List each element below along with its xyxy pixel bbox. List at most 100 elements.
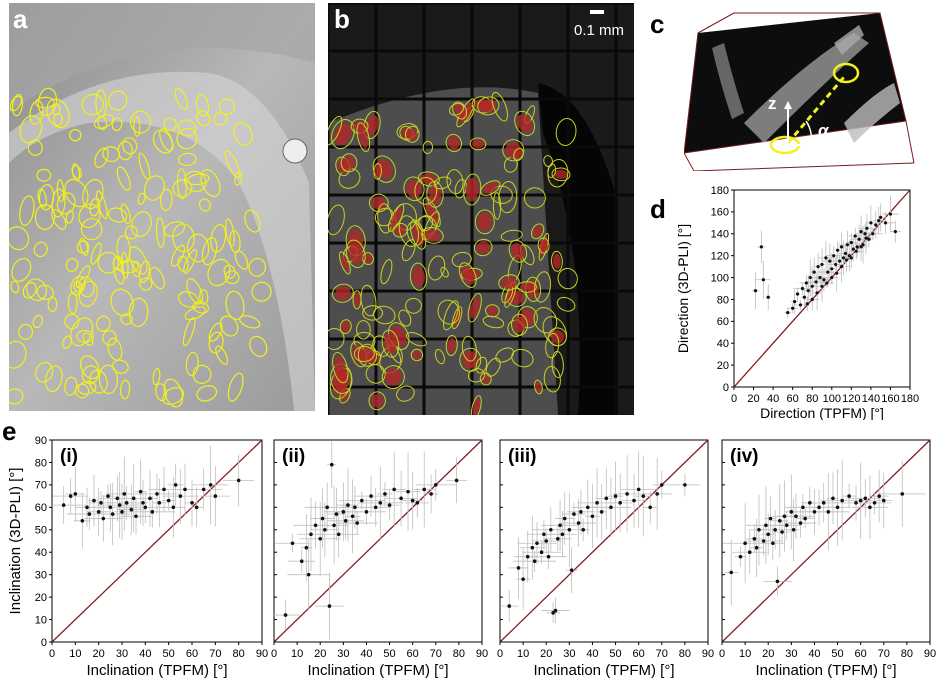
data-point (194, 505, 199, 510)
chart-e-iii-inclination: 0 10 20 30 40 50 60 70 80 90 Inclination (TPFM) [°… (497, 439, 714, 679)
data-point (87, 512, 92, 516)
subplot-label: (ii) (282, 446, 305, 467)
fiber-fill (448, 136, 460, 150)
data-point (521, 577, 525, 581)
fiber-outline (120, 203, 131, 225)
fiber-fill (465, 177, 479, 202)
fiber-fill (539, 239, 548, 252)
fiber-outline (401, 239, 416, 262)
x-axis-label: Direction (TPFM) [°] (760, 405, 884, 420)
data-point (801, 505, 805, 510)
x-tick-label: 60 (407, 648, 419, 660)
data-point (824, 256, 828, 260)
y-tick-label: 90 (35, 435, 47, 447)
data-point (871, 232, 875, 236)
volume-box-edge-3 (905, 120, 915, 164)
fiber-outline (95, 315, 111, 332)
white-matter-band (9, 71, 315, 411)
fiber-outline (398, 309, 412, 327)
data-point (595, 501, 599, 505)
fiber-outline (368, 391, 386, 411)
data-point (795, 292, 800, 296)
data-point (879, 215, 883, 219)
data-point (863, 232, 867, 236)
fiber-outline (196, 385, 218, 402)
x-tick-label: 20 (747, 393, 759, 405)
fiber-outline (537, 237, 550, 254)
fiber-outline (124, 225, 138, 240)
x-tick-label: 140 (862, 393, 880, 405)
fiber-outline (331, 283, 354, 303)
fiber-outline (418, 214, 434, 232)
data-point (283, 613, 288, 617)
data-point (101, 516, 106, 521)
fiber-outline (365, 364, 386, 384)
fiber-fill (371, 196, 386, 210)
data-point (817, 505, 821, 510)
fiber-fill (481, 374, 490, 384)
data-point (108, 505, 113, 510)
data-point (117, 503, 122, 507)
fiber-outline (353, 345, 375, 363)
data-point (120, 510, 124, 514)
fiber-bundle-outlines-a (2, 87, 272, 408)
data-point (775, 579, 780, 584)
y-tick-label: 0 (723, 382, 729, 394)
fiber-outline (51, 209, 67, 230)
fiber-fill (335, 286, 351, 301)
fiber-outline (119, 379, 131, 400)
x-axis-label: Inclination (TPFM) [°] (86, 662, 227, 679)
data-point (327, 604, 332, 608)
fiber-outline (542, 316, 568, 347)
data-point (847, 494, 851, 498)
data-point (535, 541, 539, 546)
x-tick-label: 0 (497, 648, 503, 660)
fiber-outline (360, 284, 377, 317)
fiber-outline (461, 335, 477, 362)
y-tick-label: 180 (711, 185, 729, 197)
fiber-outline (555, 118, 577, 146)
x-axis-label: Inclination (TPFM) [°] (755, 662, 896, 679)
data-point (729, 570, 734, 575)
fiber-outline (485, 304, 500, 318)
data-point (773, 527, 777, 532)
alpha-label: α (818, 121, 830, 140)
data-point (877, 219, 881, 223)
x-tick-label: 50 (163, 648, 175, 660)
panel-a-svg (2, 3, 315, 411)
y-tick-label: 40 (717, 338, 729, 350)
x-tick-label: 90 (476, 648, 488, 660)
fiber-outline (232, 122, 253, 146)
fiber-fill (384, 333, 397, 354)
panel-label-a: a (13, 4, 28, 34)
data-point (299, 559, 304, 563)
data-point (754, 545, 759, 550)
data-point (641, 494, 646, 498)
data-point (636, 487, 641, 492)
data-point (883, 221, 888, 225)
data-point (808, 275, 812, 280)
fiber-outline (107, 90, 128, 111)
fiber-outline (490, 185, 513, 204)
fiber-outline (56, 179, 65, 203)
x-tick-label: 10 (291, 648, 303, 660)
fiber-outline (174, 87, 188, 110)
data-point (777, 519, 782, 523)
data-point (325, 505, 329, 510)
data-point (532, 559, 537, 563)
ventricle-dark-region (538, 83, 618, 415)
x-tick-label: 50 (609, 648, 621, 660)
fiber-outline (120, 313, 133, 326)
fiber-outline (64, 313, 80, 330)
panel-label-e: e (2, 416, 17, 446)
fiber-outline (112, 256, 124, 271)
panel-b-micrograph (323, 1, 634, 420)
phi-axis-arrowhead (824, 141, 832, 149)
chart-e-i-inclination: 0 10 20 30 40 50 60 70 80 90 0 10 20 30 40 50 60 70 80 90 In… (7, 435, 268, 679)
fiber-fill (459, 102, 473, 124)
data-point (85, 505, 89, 510)
fiber-outline (116, 166, 131, 191)
x-tick-label: 20 (93, 648, 105, 660)
panel-c-volume: z α φ (683, 3, 918, 172)
fiber-outline (556, 296, 576, 312)
